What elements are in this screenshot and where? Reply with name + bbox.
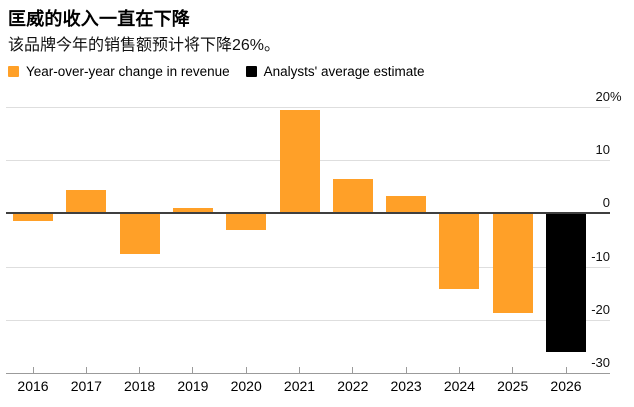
x-tick-label-2025: 2025	[497, 378, 529, 394]
x-tick-mark-2017	[85, 367, 87, 373]
y-tick-label-0: 0	[602, 195, 610, 211]
x-tick-mark-2021	[299, 367, 300, 373]
x-tick-mark-2025	[512, 367, 514, 373]
bar-2026-estimate	[546, 213, 586, 352]
legend-swatch-estimate	[245, 66, 257, 77]
x-tick-label-2016: 2016	[17, 378, 49, 394]
bar-2016	[13, 213, 53, 221]
chart-subtitle: 该品牌今年的销售额预计将下降26%。	[8, 37, 281, 54]
x-tick-mark-2026	[565, 367, 567, 373]
x-tick-mark-2018	[139, 367, 141, 373]
bar-2021	[279, 110, 320, 214]
y-tick-label-10: 10	[595, 142, 610, 158]
x-tick-label-2021: 2021	[283, 378, 316, 394]
x-tick-mark-2020	[245, 367, 247, 373]
bar-2017	[66, 189, 107, 214]
x-axis-line	[6, 373, 610, 374]
x-tick-label-2024: 2024	[443, 378, 475, 394]
x-tick-label-2022: 2022	[337, 378, 369, 394]
chart-title: 匡威的收入一直在下降	[8, 9, 190, 29]
zero-line	[6, 212, 610, 215]
bar-2020	[226, 213, 267, 230]
x-tick-mark-2023	[405, 367, 407, 373]
x-tick-label-2017: 2017	[70, 378, 102, 394]
bar-2024	[439, 213, 480, 289]
gridline--20	[6, 319, 610, 321]
gridline--10	[6, 266, 610, 268]
y-tick-label--10: -10	[591, 248, 610, 264]
legend: Year-over-year change in revenue Analyst…	[8, 64, 425, 79]
x-tick-mark-2016	[32, 367, 34, 373]
legend-swatch-revenue	[8, 66, 19, 77]
legend-item-revenue: Year-over-year change in revenue	[8, 64, 230, 79]
y-tick-label-20: 20%	[595, 89, 622, 104]
x-tick-label-2026: 2026	[550, 378, 582, 394]
y-tick-label--30: -30	[591, 355, 610, 370]
x-tick-mark-2019	[192, 367, 194, 373]
x-tick-mark-2022	[352, 367, 354, 373]
legend-label-revenue: Year-over-year change in revenue	[26, 64, 230, 79]
x-tick-label-2023: 2023	[390, 378, 422, 394]
percent-sign: %	[610, 89, 622, 104]
y-tick-label--20: -20	[591, 301, 610, 317]
bar-2019	[172, 207, 213, 214]
x-tick-label-2019: 2019	[177, 378, 209, 394]
bar-2025	[492, 213, 533, 313]
bar-2023	[386, 195, 427, 214]
legend-item-estimate: Analysts' average estimate	[245, 64, 425, 79]
x-tick-label-2018: 2018	[124, 378, 156, 394]
x-tick-mark-2024	[458, 367, 460, 373]
x-tick-label-2020: 2020	[230, 378, 262, 394]
gridline-20	[6, 107, 610, 108]
bar-2018	[119, 213, 160, 254]
legend-label-estimate: Analysts' average estimate	[263, 64, 425, 79]
bar-2022	[332, 179, 373, 214]
